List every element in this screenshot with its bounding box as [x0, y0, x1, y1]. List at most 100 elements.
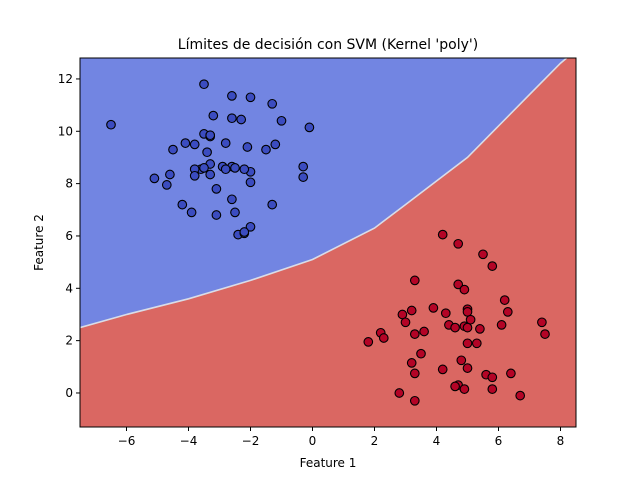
data-point-class-0	[205, 130, 216, 141]
data-point-class-0	[106, 119, 116, 130]
data-point-class-1	[487, 372, 498, 383]
data-point-class-1	[459, 384, 470, 394]
x-tick-label: −4	[180, 434, 198, 448]
x-axis: −6 −4 −2 0 2 4 6 8	[118, 427, 565, 448]
x-tick-label: 4	[433, 434, 441, 448]
data-point-class-1	[506, 368, 516, 379]
data-point-class-1	[409, 329, 420, 339]
data-point-class-0	[267, 98, 278, 109]
x-tick-label: 6	[495, 434, 503, 448]
data-point-class-0	[230, 163, 240, 173]
data-points	[106, 79, 550, 406]
data-point-class-0	[239, 227, 250, 237]
data-point-class-0	[189, 170, 200, 181]
data-point-class-1	[459, 284, 470, 295]
data-point-class-1	[456, 355, 467, 366]
data-point-class-0	[202, 147, 212, 158]
data-point-class-1	[540, 329, 550, 339]
data-point-class-1	[462, 363, 473, 373]
y-tick-label: 0	[65, 386, 73, 400]
data-point-class-1	[419, 326, 429, 337]
x-tick-label: 8	[557, 434, 565, 448]
data-point-class-0	[270, 139, 281, 150]
data-point-class-1	[471, 338, 482, 349]
data-point-class-1	[400, 317, 411, 328]
data-point-class-1	[406, 305, 417, 316]
data-point-class-0	[177, 199, 188, 210]
data-point-class-0	[245, 92, 256, 103]
data-point-class-0	[189, 139, 200, 150]
data-point-class-0	[267, 199, 278, 210]
data-point-class-1	[437, 364, 448, 375]
data-point-class-0	[211, 210, 222, 220]
x-tick-label: −6	[118, 434, 136, 448]
x-tick-label: 2	[371, 434, 379, 448]
data-point-class-1	[475, 324, 485, 334]
data-point-class-0	[208, 110, 219, 121]
y-tick-label: 8	[65, 177, 73, 191]
class-1-region	[80, 58, 576, 427]
data-point-class-1	[496, 320, 507, 330]
data-point-class-1	[450, 322, 460, 333]
data-point-class-1	[416, 348, 426, 359]
decision-boundary-line	[80, 58, 568, 329]
y-axis-label: Feature 2	[32, 214, 46, 271]
data-point-class-0	[298, 161, 309, 172]
data-point-class-0	[211, 184, 222, 194]
data-point-class-1	[378, 333, 389, 343]
data-point-class-0	[149, 173, 160, 184]
data-point-class-1	[462, 322, 473, 333]
data-point-class-1	[515, 390, 526, 401]
y-axis: 0 2 4 6 8 10 12	[58, 72, 80, 400]
data-point-class-1	[499, 295, 510, 305]
data-point-class-1	[478, 249, 488, 260]
data-point-class-1	[409, 275, 420, 286]
data-point-class-1	[453, 238, 464, 249]
data-point-class-1	[462, 338, 473, 349]
data-point-class-0	[245, 177, 256, 188]
data-point-class-0	[186, 207, 197, 218]
plot-area	[80, 58, 576, 427]
x-tick-label: 0	[309, 434, 317, 448]
data-point-class-1	[363, 337, 374, 347]
data-point-class-0	[304, 122, 315, 133]
data-point-class-0	[245, 221, 256, 232]
data-point-class-0	[168, 144, 178, 155]
chart-title: Límites de decisión con SVM (Kernel 'pol…	[178, 37, 478, 53]
data-point-class-0	[298, 172, 309, 182]
data-point-class-0	[276, 115, 287, 126]
data-point-class-1	[394, 388, 405, 398]
data-point-class-1	[437, 229, 448, 240]
y-tick-label: 6	[65, 229, 73, 243]
data-point-class-0	[261, 144, 271, 155]
data-point-class-0	[227, 113, 237, 124]
data-point-class-0	[180, 138, 191, 148]
data-point-class-1	[487, 261, 498, 271]
x-axis-label: Feature 1	[300, 456, 357, 470]
y-tick-label: 12	[58, 72, 73, 86]
y-tick-label: 10	[58, 124, 73, 138]
data-point-class-1	[487, 384, 498, 394]
data-point-class-1	[502, 307, 513, 317]
data-point-class-0	[199, 163, 209, 173]
data-point-class-0	[199, 79, 209, 90]
data-point-class-0	[227, 194, 237, 205]
y-tick-label: 4	[65, 281, 73, 295]
data-point-class-0	[205, 169, 216, 180]
data-point-class-0	[239, 164, 250, 175]
x-tick-label: −2	[242, 434, 260, 448]
data-point-class-0	[220, 164, 231, 175]
data-point-class-0	[227, 91, 237, 101]
data-point-class-1	[428, 303, 439, 313]
y-tick-label: 2	[65, 334, 73, 348]
data-point-class-0	[230, 207, 240, 218]
data-point-class-0	[242, 142, 253, 152]
data-point-class-0	[161, 180, 172, 190]
data-point-class-1	[409, 368, 420, 379]
data-point-class-0	[220, 138, 231, 148]
data-point-class-1	[453, 279, 464, 290]
data-point-class-1	[409, 395, 420, 406]
data-point-class-1	[537, 317, 547, 328]
data-point-class-1	[450, 381, 460, 392]
